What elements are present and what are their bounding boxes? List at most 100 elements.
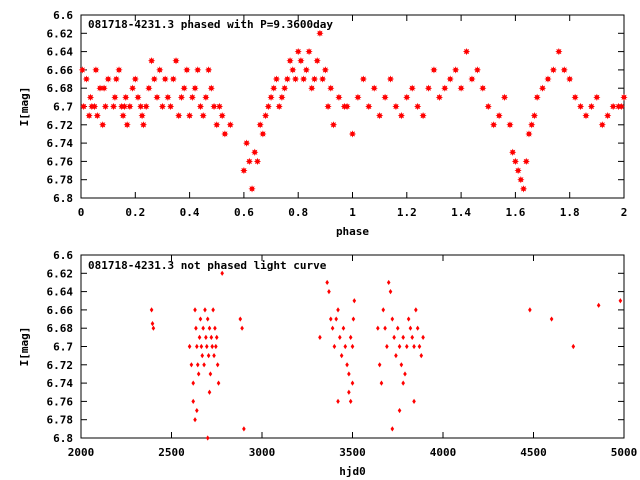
data-point	[187, 343, 192, 350]
data-point	[421, 334, 425, 340]
data-point	[345, 362, 349, 368]
data-point	[598, 121, 606, 129]
data-point	[221, 130, 229, 138]
data-point	[348, 130, 357, 138]
data-point	[183, 66, 191, 74]
data-point	[153, 93, 161, 101]
data-point	[370, 84, 378, 92]
data-point	[109, 102, 118, 111]
data-point	[379, 380, 384, 386]
data-point	[339, 353, 344, 359]
y-ticks: 6.6 6.62 6.64 6.66 6.68 6.7 6.72 6.74 6.76 6.78 6.…	[47, 249, 624, 445]
unphased-light-curve-panel: 6.6 6.62 6.64 6.66 6.68 6.7 6.72 6.74 6.76 6.78 6.…	[18, 249, 637, 478]
data-point	[327, 289, 331, 295]
data-point	[549, 66, 558, 74]
data-point	[576, 102, 585, 111]
data-point	[399, 362, 404, 368]
x-tick-label: 1.2	[397, 206, 417, 219]
data-point	[593, 93, 601, 101]
data-point	[328, 316, 333, 322]
data-point	[86, 93, 95, 101]
y-tick-label: 6.7	[53, 341, 73, 354]
data-point	[278, 93, 286, 101]
data-point	[195, 362, 200, 368]
data-point	[158, 102, 167, 111]
data-point	[332, 343, 337, 350]
data-point	[214, 334, 219, 340]
data-point	[571, 93, 579, 101]
y-tick-label: 6.8	[53, 432, 73, 445]
data-point	[514, 166, 522, 175]
data-point	[517, 176, 525, 184]
data-point	[348, 334, 353, 340]
data-point	[376, 112, 384, 120]
data-point	[310, 75, 319, 83]
data-point	[297, 57, 305, 65]
data-point	[85, 112, 93, 120]
data-point	[329, 121, 338, 129]
data-point	[213, 325, 217, 331]
x-tick-label: 2500	[158, 446, 185, 459]
data-point	[327, 84, 335, 92]
x-axis-label: phase	[336, 225, 369, 238]
y-tick-label: 6.78	[47, 174, 74, 187]
data-point	[377, 362, 382, 368]
data-point	[376, 325, 380, 331]
data-point	[347, 371, 351, 377]
y-tick-label: 6.74	[47, 377, 74, 390]
data-point	[530, 112, 538, 120]
data-point	[435, 93, 443, 101]
data-point	[122, 93, 130, 101]
data-point	[161, 75, 169, 83]
data-point	[196, 102, 205, 111]
data-point	[457, 84, 465, 92]
x-tick-label: 4000	[430, 446, 457, 459]
data-point	[386, 75, 395, 83]
data-point	[128, 84, 137, 92]
y-tick-label: 6.78	[47, 414, 74, 427]
data-point	[99, 121, 107, 129]
data-point	[283, 75, 291, 83]
data-point	[138, 112, 146, 120]
x-tick-label: 0.4	[180, 206, 200, 219]
data-point	[397, 407, 402, 414]
data-point	[316, 29, 324, 37]
x-tick-label: 3500	[339, 446, 366, 459]
data-point	[419, 353, 424, 359]
data-point	[415, 325, 420, 331]
data-point	[212, 353, 216, 359]
data-point	[210, 102, 218, 111]
data-point	[164, 93, 172, 101]
data-point	[240, 325, 244, 331]
data-point	[205, 66, 213, 74]
data-point	[473, 66, 481, 74]
data-point	[112, 75, 120, 83]
data-point	[386, 279, 391, 286]
y-tick-label: 6.62	[47, 27, 74, 40]
data-point	[533, 93, 541, 101]
data-point	[406, 316, 411, 322]
data-point	[209, 334, 214, 340]
x-ticks: 0 0.2 0.4 0.6 0.8 1 1.2 1.4 1.6 1.8 2	[78, 15, 627, 219]
data-point	[419, 112, 427, 120]
data-point	[207, 389, 212, 395]
data-point	[180, 84, 188, 92]
data-point	[351, 316, 356, 322]
data-point	[538, 84, 547, 92]
data-point	[318, 334, 322, 340]
data-point	[131, 75, 139, 83]
data-point	[528, 307, 532, 313]
data-point	[412, 343, 416, 350]
data-point	[82, 75, 91, 83]
data-point	[291, 75, 300, 83]
data-point	[270, 84, 278, 92]
data-point	[226, 121, 234, 129]
data-point	[115, 66, 123, 74]
data-point	[93, 112, 101, 120]
data-point	[359, 75, 367, 83]
data-point	[417, 343, 422, 350]
y-tick-label: 6.62	[47, 267, 74, 280]
x-tick-label: 1.8	[560, 206, 580, 219]
x-tick-label: 0.8	[288, 206, 308, 219]
data-point	[618, 298, 623, 304]
